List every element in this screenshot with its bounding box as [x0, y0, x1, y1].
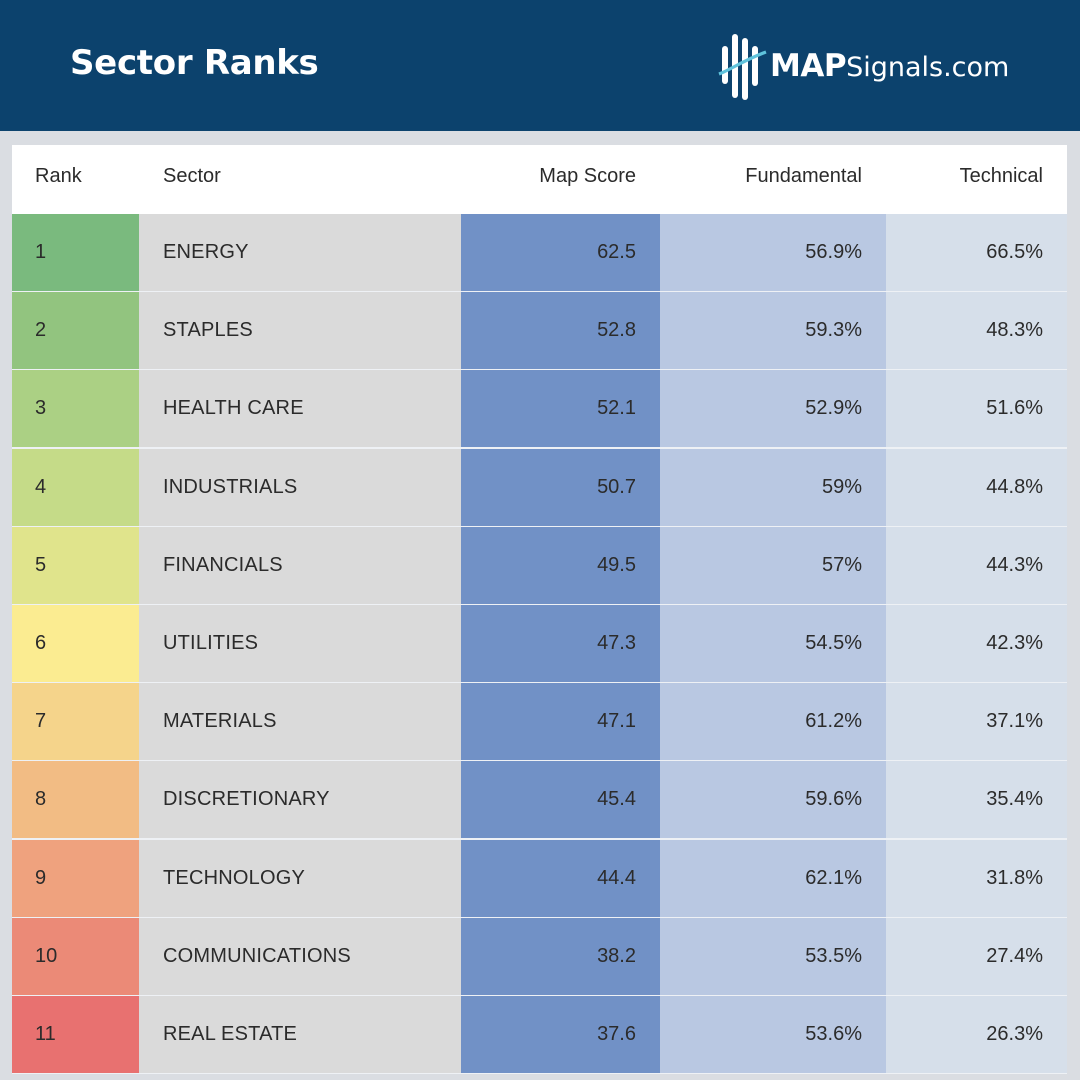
fundamental-cell: 59.6% [660, 761, 886, 839]
technical-cell: 42.3% [886, 604, 1067, 682]
logo-text: MAPSignals.com [770, 48, 1009, 84]
header-technical: Technical [959, 165, 1043, 187]
row-divider [12, 525, 1067, 527]
rank-cell: 6 [12, 604, 139, 682]
row-divider [12, 369, 1067, 371]
row-divider [12, 291, 1067, 293]
map-score-cell: 45.4 [461, 761, 660, 839]
sector-cell: MATERIALS [139, 683, 461, 761]
sector-ranks-table: Rank Sector Map Score Fundamental Techni… [12, 145, 1067, 1075]
sector-cell: INDUSTRIALS [139, 448, 461, 526]
row-divider [12, 603, 1067, 605]
map-score-cell: 49.5 [461, 526, 660, 604]
header-rank: Rank [35, 165, 82, 187]
technical-cell: 48.3% [886, 292, 1067, 370]
technical-cell: 31.8% [886, 839, 1067, 917]
fundamental-cell: 53.6% [660, 995, 886, 1073]
header-map-score: Map Score [539, 165, 636, 187]
map-score-cell: 62.5 [461, 214, 660, 291]
header-sector: Sector [163, 165, 221, 187]
table-row: 6 UTILITIES 47.3 54.5% 42.3% [12, 604, 1067, 684]
map-score-cell: 38.2 [461, 917, 660, 995]
table-row: 4 INDUSTRIALS 50.7 59% 44.8% [12, 448, 1067, 527]
table-header: Rank Sector Map Score Fundamental Techni… [12, 145, 1067, 214]
table-row: 10 COMMUNICATIONS 38.2 53.5% 27.4% [12, 917, 1067, 996]
table-row: 7 MATERIALS 47.1 61.2% 37.1% [12, 683, 1067, 762]
sector-cell: TECHNOLOGY [139, 839, 461, 917]
sector-cell: HEALTH CARE [139, 370, 461, 448]
fundamental-cell: 54.5% [660, 604, 886, 682]
technical-cell: 26.3% [886, 995, 1067, 1073]
map-score-cell: 47.3 [461, 604, 660, 682]
row-divider [12, 760, 1067, 762]
table-row: 9 TECHNOLOGY 44.4 62.1% 31.8% [12, 839, 1067, 918]
sector-cell: STAPLES [139, 292, 461, 370]
rank-cell: 3 [12, 370, 139, 448]
table-body: 1 ENERGY 62.5 56.9% 66.5% 2 STAPLES 52.8 59.3% 48… [12, 214, 1067, 1075]
fundamental-cell: 56.9% [660, 214, 886, 291]
table-row: 11 REAL ESTATE 37.6 53.6% 26.3% [12, 995, 1067, 1075]
logo-mark-icon [718, 34, 767, 100]
row-divider [12, 838, 1067, 840]
row-divider [12, 916, 1067, 918]
technical-cell: 51.6% [886, 370, 1067, 448]
table-row: 8 DISCRETIONARY 45.4 59.6% 35.4% [12, 761, 1067, 840]
fundamental-cell: 59.3% [660, 292, 886, 370]
fundamental-cell: 52.9% [660, 370, 886, 448]
rank-cell: 1 [12, 214, 139, 291]
map-score-cell: 52.8 [461, 292, 660, 370]
fundamental-cell: 61.2% [660, 683, 886, 761]
sector-cell: UTILITIES [139, 604, 461, 682]
rank-cell: 4 [12, 448, 139, 526]
logo-light-text: Signals.com [846, 52, 1010, 83]
table-row: 1 ENERGY 62.5 56.9% 66.5% [12, 214, 1067, 293]
fundamental-cell: 62.1% [660, 839, 886, 917]
row-divider [12, 1072, 1067, 1075]
map-score-cell: 47.1 [461, 683, 660, 761]
sector-cell: DISCRETIONARY [139, 761, 461, 839]
table-row: 5 FINANCIALS 49.5 57% 44.3% [12, 526, 1067, 605]
technical-cell: 35.4% [886, 761, 1067, 839]
table-row: 2 STAPLES 52.8 59.3% 48.3% [12, 292, 1067, 371]
fundamental-cell: 59% [660, 448, 886, 526]
map-score-cell: 52.1 [461, 370, 660, 448]
technical-cell: 44.8% [886, 448, 1067, 526]
fundamental-cell: 53.5% [660, 917, 886, 995]
header-fundamental: Fundamental [745, 165, 862, 187]
rank-cell: 11 [12, 995, 139, 1073]
rank-cell: 7 [12, 683, 139, 761]
rank-cell: 5 [12, 526, 139, 604]
technical-cell: 37.1% [886, 683, 1067, 761]
rank-cell: 2 [12, 292, 139, 370]
row-divider [12, 447, 1067, 449]
map-score-cell: 50.7 [461, 448, 660, 526]
fundamental-cell: 57% [660, 526, 886, 604]
page-title: Sector Ranks [70, 43, 319, 83]
sector-cell: COMMUNICATIONS [139, 917, 461, 995]
row-divider [12, 994, 1067, 996]
rank-cell: 8 [12, 761, 139, 839]
technical-cell: 27.4% [886, 917, 1067, 995]
sector-cell: REAL ESTATE [139, 995, 461, 1073]
mapsignals-logo: MAPSignals.com [718, 30, 1048, 106]
logo-bold-text: MAP [770, 48, 847, 84]
sector-cell: ENERGY [139, 214, 461, 291]
map-score-cell: 37.6 [461, 995, 660, 1073]
technical-cell: 66.5% [886, 214, 1067, 291]
header-bar: Sector Ranks MAPSignals.com [0, 0, 1080, 131]
technical-cell: 44.3% [886, 526, 1067, 604]
row-divider [12, 681, 1067, 684]
table-row: 3 HEALTH CARE 52.1 52.9% 51.6% [12, 370, 1067, 449]
map-score-cell: 44.4 [461, 839, 660, 917]
rank-cell: 10 [12, 917, 139, 995]
rank-cell: 9 [12, 839, 139, 917]
sector-cell: FINANCIALS [139, 526, 461, 604]
